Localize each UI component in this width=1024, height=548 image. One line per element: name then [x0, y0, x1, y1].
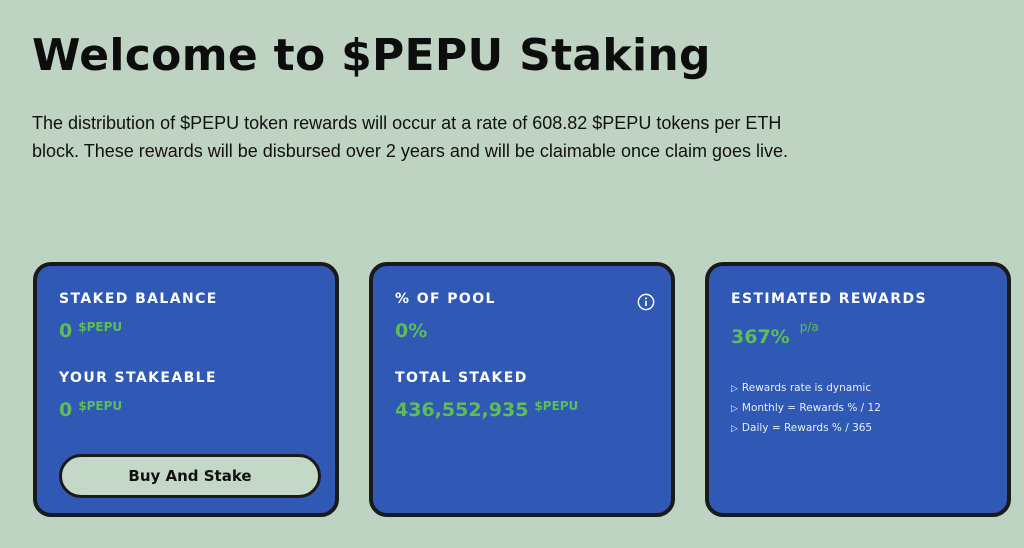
- rewards-notes-list: ▷ Rewards rate is dynamic ▷ Monthly = Rewa…: [731, 379, 881, 439]
- staked-balance-value: 0 $PEPU: [59, 320, 122, 342]
- estimated-rewards-value: 367% p/a: [731, 320, 819, 348]
- estimated-rewards-unit: p/a: [799, 320, 819, 334]
- total-staked-amount: 436,552,935: [395, 399, 529, 421]
- page-title: Welcome to $PEPU Staking: [32, 30, 711, 81]
- triangle-right-icon: ▷: [731, 384, 738, 394]
- rewards-note-item: ▷ Rewards rate is dynamic: [731, 379, 881, 399]
- percent-of-pool-value: 0%: [395, 320, 428, 342]
- buy-and-stake-button[interactable]: Buy And Stake: [59, 454, 321, 498]
- staked-balance-amount: 0: [59, 320, 73, 342]
- rewards-note-item: ▷ Daily = Rewards % / 365: [731, 419, 881, 439]
- rewards-note-item: ▷ Monthly = Rewards % / 12: [731, 399, 881, 419]
- staked-balance-card: STAKED BALANCE 0 $PEPU YOUR STAKEABLE 0 $P…: [33, 262, 339, 517]
- estimated-rewards-card: ESTIMATED REWARDS 367% p/a ▷ Rewards rate …: [705, 262, 1011, 517]
- staked-balance-label: STAKED BALANCE: [59, 291, 218, 307]
- total-staked-value: 436,552,935 $PEPU: [395, 399, 578, 421]
- your-stakeable-unit: $PEPU: [78, 399, 123, 413]
- rewards-note-text: Monthly = Rewards % / 12: [741, 402, 881, 414]
- your-stakeable-label: YOUR STAKEABLE: [59, 370, 217, 386]
- triangle-right-icon: ▷: [731, 404, 738, 414]
- staked-balance-unit: $PEPU: [78, 320, 123, 334]
- triangle-right-icon: ▷: [731, 424, 738, 434]
- rewards-note-text: Rewards rate is dynamic: [741, 382, 872, 394]
- your-stakeable-value: 0 $PEPU: [59, 399, 122, 421]
- page-description: The distribution of $PEPU token rewards …: [32, 113, 789, 161]
- rewards-note-text: Daily = Rewards % / 365: [741, 422, 873, 434]
- estimated-rewards-amount: 367%: [731, 326, 790, 348]
- total-staked-label: TOTAL STAKED: [395, 370, 528, 386]
- pool-card: % OF POOL 0% TOTAL STAKED 436,552,935 $PE…: [369, 262, 675, 517]
- estimated-rewards-label: ESTIMATED REWARDS: [731, 291, 927, 307]
- total-staked-unit: $PEPU: [534, 399, 579, 413]
- your-stakeable-amount: 0: [59, 399, 73, 421]
- percent-of-pool-label: % OF POOL: [395, 291, 496, 307]
- info-icon[interactable]: [637, 293, 655, 311]
